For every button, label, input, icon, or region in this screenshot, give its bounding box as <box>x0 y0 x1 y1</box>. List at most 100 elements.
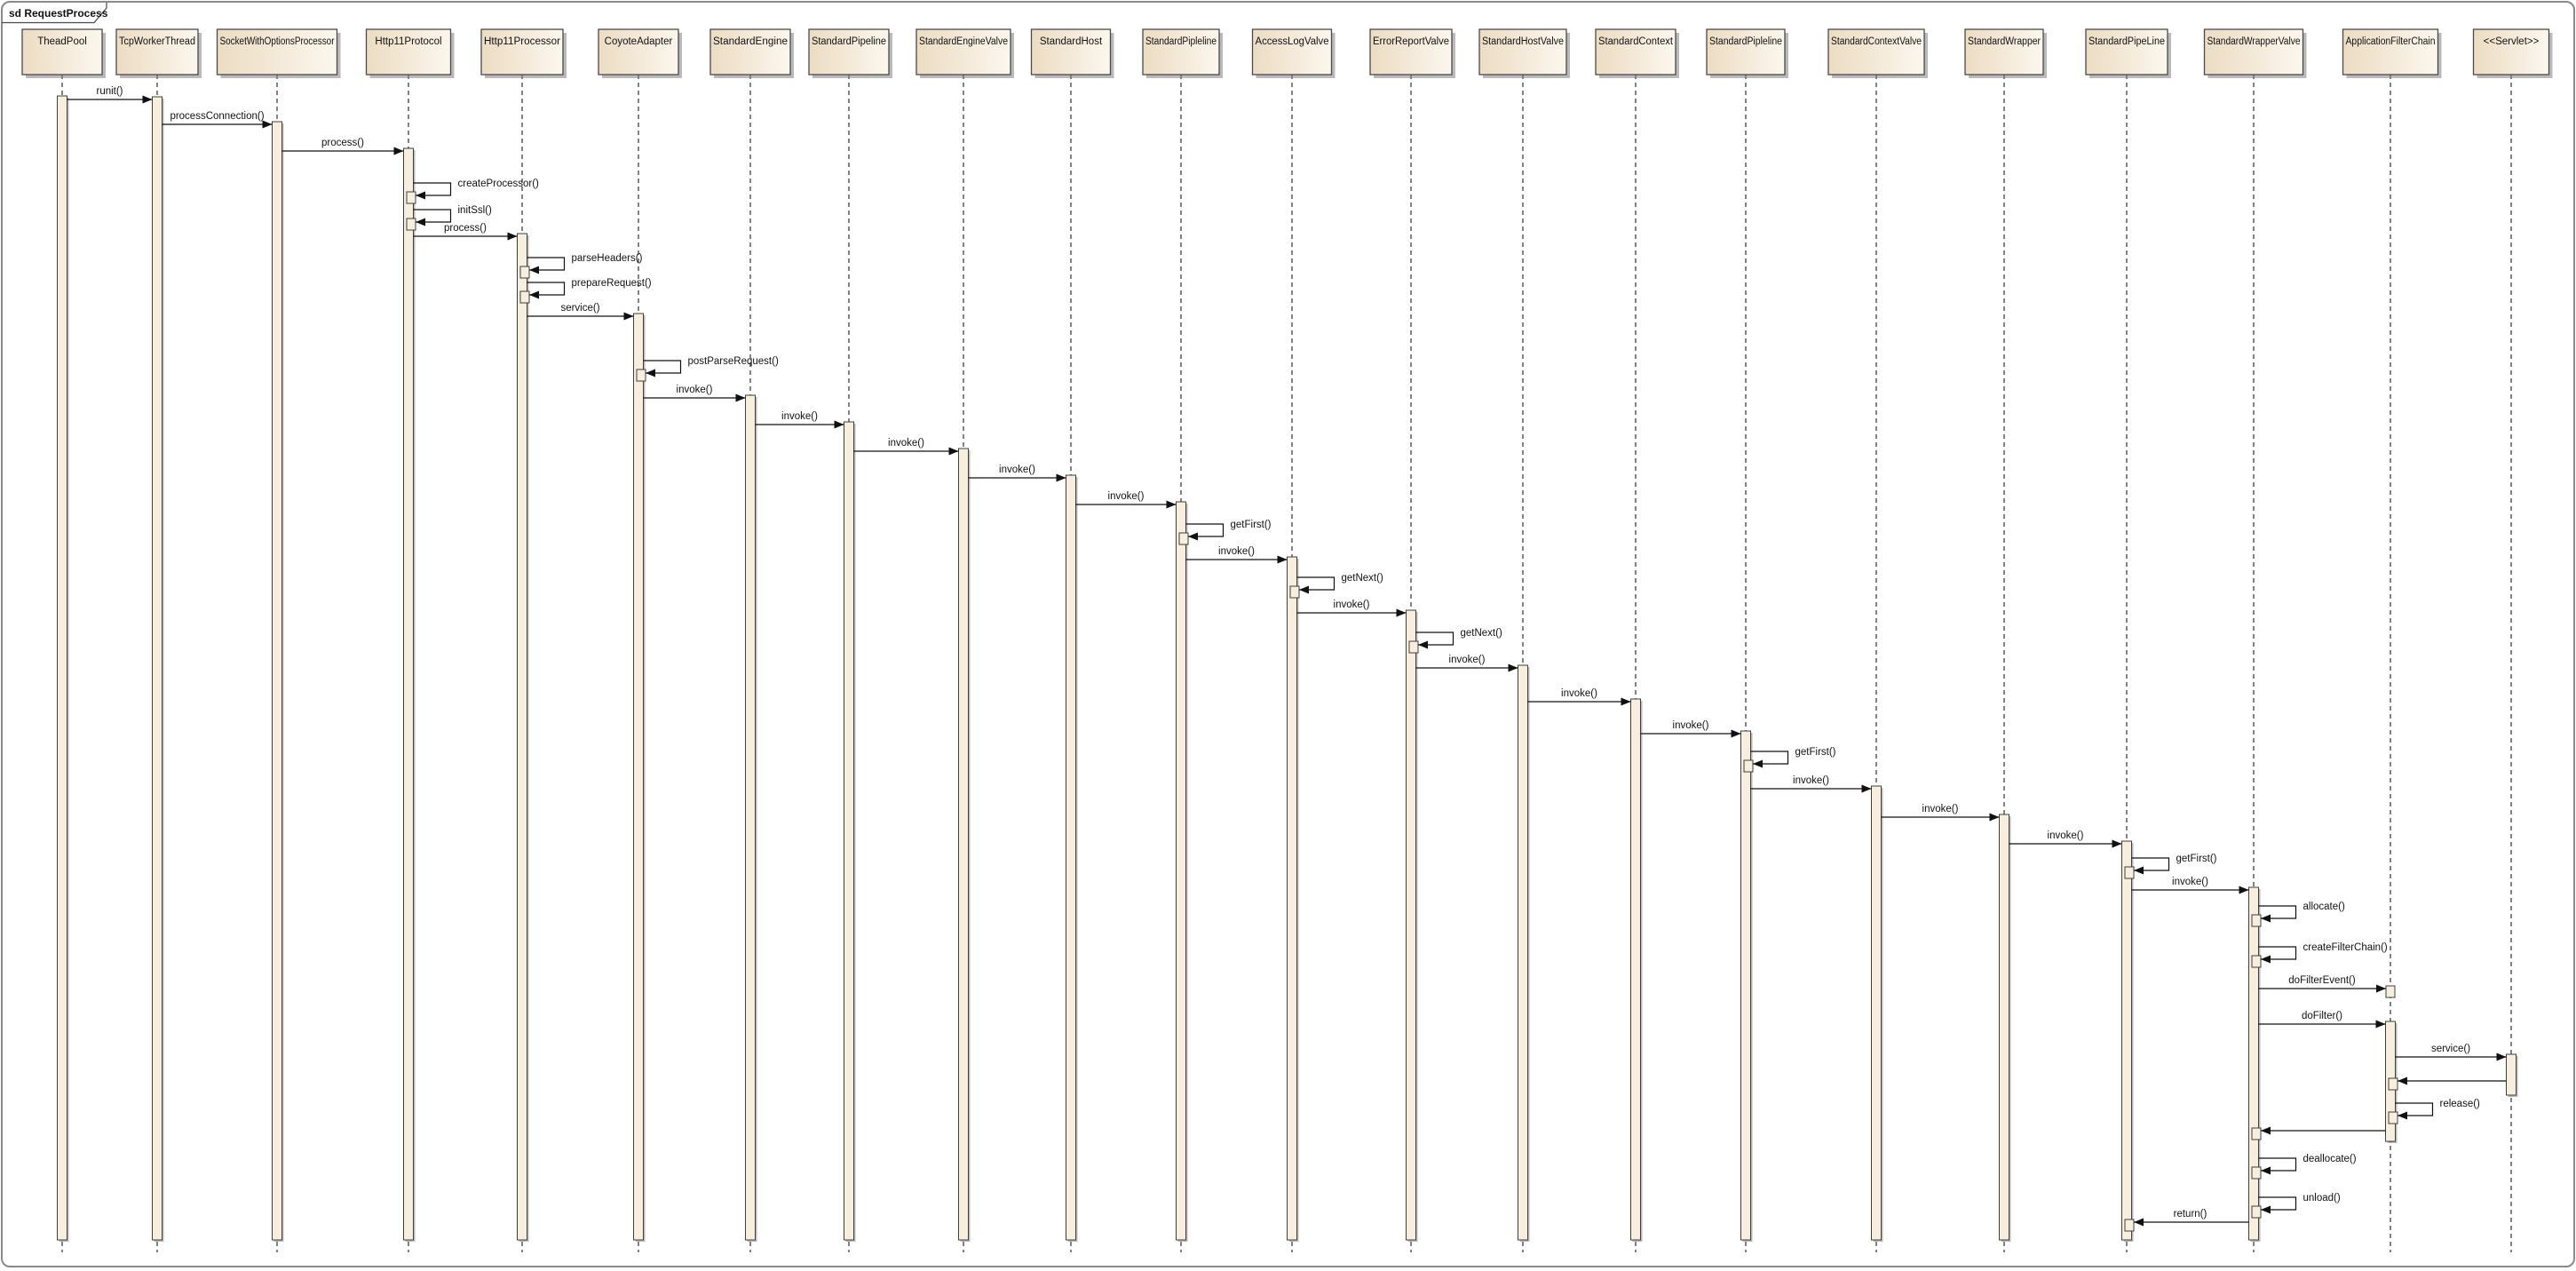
message-service[interactable]: service() <box>527 303 634 321</box>
lifeline-head[interactable] <box>21 28 103 75</box>
activation-bar[interactable] <box>1871 785 1882 1241</box>
lifeline-coyoteadapter[interactable]: CoyoteAdapter <box>598 28 682 78</box>
message-getFirst[interactable]: getFirst() <box>2124 854 2217 879</box>
lifeline-standardenginevalve[interactable]: StandardEngineValve <box>915 28 1014 78</box>
lifeline-standardwrappervalve[interactable]: StandardWrapperValve <box>2203 28 2307 78</box>
lifeline-head[interactable] <box>1478 28 1567 75</box>
activation-bar[interactable] <box>2248 886 2259 1241</box>
activation-bar[interactable] <box>1999 814 2009 1241</box>
message-invoke[interactable]: invoke() <box>853 438 959 456</box>
message-invoke[interactable]: invoke() <box>1750 775 1872 793</box>
activation-bar[interactable] <box>517 233 527 1241</box>
lifeline-head[interactable] <box>1030 28 1112 75</box>
lifeline-head[interactable] <box>808 28 890 75</box>
message-createFilterChain[interactable]: createFilterChain() <box>2251 942 2388 968</box>
lifeline-head[interactable] <box>915 28 1011 75</box>
message-invoke[interactable]: invoke() <box>1296 600 1407 617</box>
activation-bar[interactable] <box>1740 730 1751 1241</box>
lifeline-standardcontext[interactable]: StandardContext <box>1595 28 1679 78</box>
lifeline-standardpipeline[interactable]: StandardPipeline <box>808 28 892 78</box>
lifeline-standardwrapper[interactable]: StandardWrapper <box>1964 28 2047 78</box>
lifeline-accesslogvalve[interactable]: AccessLogValve <box>1251 28 1336 78</box>
message-service[interactable]: service() <box>2395 1044 2507 1061</box>
message-initSsl[interactable]: initSsl() <box>406 205 492 231</box>
lifeline-standardpipleline[interactable]: StandardPipleline <box>1706 28 1788 78</box>
lifeline-head[interactable] <box>365 28 452 75</box>
lifeline-head[interactable] <box>480 28 564 75</box>
message-parseHeaders[interactable]: parseHeaders() <box>519 253 643 279</box>
lifeline-head[interactable] <box>2203 28 2304 75</box>
activation-bar[interactable] <box>844 421 854 1241</box>
lifeline-head[interactable] <box>1964 28 2044 75</box>
message-invoke[interactable]: invoke() <box>2131 877 2249 894</box>
lifeline-head[interactable] <box>2472 28 2550 75</box>
message-process[interactable]: process() <box>413 223 518 241</box>
lifeline-head[interactable] <box>115 28 199 75</box>
lifeline-head[interactable] <box>1142 28 1220 75</box>
lifeline-socketwithoptionsprocessor[interactable]: SocketWithOptionsProcessor <box>216 28 341 78</box>
activation-bar[interactable] <box>272 121 282 1241</box>
message-return[interactable] <box>2388 1076 2507 1091</box>
message-release[interactable]: release() <box>2388 1099 2480 1124</box>
message-invoke[interactable]: invoke() <box>1185 546 1288 564</box>
activation-bar[interactable] <box>1518 664 1528 1241</box>
message-allocate[interactable]: allocate() <box>2251 902 2345 927</box>
message-invoke[interactable]: invoke() <box>1527 688 1631 706</box>
activation-bar[interactable] <box>1287 556 1297 1241</box>
message-invoke[interactable]: invoke() <box>2009 830 2122 848</box>
activation-bar[interactable] <box>633 313 644 1241</box>
lifeline-tcpworkerthread[interactable]: TcpWorkerThread <box>115 28 202 78</box>
lifeline-head[interactable] <box>1251 28 1333 75</box>
activation-bar[interactable] <box>2506 1053 2517 1096</box>
activation-bar[interactable] <box>57 95 67 1241</box>
lifeline-standardhost[interactable]: StandardHost <box>1030 28 1114 78</box>
activation-bar[interactable] <box>1176 501 1186 1241</box>
message-invoke[interactable]: invoke() <box>968 465 1066 482</box>
lifeline-head[interactable] <box>598 28 679 75</box>
activation-bar[interactable] <box>958 448 969 1241</box>
message-unload[interactable]: unload() <box>2251 1193 2341 1219</box>
lifeline-head[interactable] <box>1595 28 1676 75</box>
message-processConnection[interactable]: processConnection() <box>162 111 273 129</box>
message-doFilter[interactable]: doFilter() <box>2258 1011 2386 1029</box>
lifeline-head[interactable] <box>1827 28 1925 75</box>
message-invoke[interactable]: invoke() <box>643 385 746 402</box>
message-getFirst[interactable]: getFirst() <box>1178 520 1272 545</box>
activation-bar[interactable] <box>745 394 756 1241</box>
message-getNext[interactable]: getNext() <box>1408 628 1502 654</box>
message-deallocate[interactable]: deallocate() <box>2251 1154 2357 1180</box>
lifeline-head[interactable] <box>2342 28 2439 75</box>
lifeline-http11processor[interactable]: Http11Processor <box>480 28 567 78</box>
message-createProcessor[interactable]: createProcessor() <box>406 179 539 204</box>
message-runit[interactable]: runit() <box>67 86 153 104</box>
activation-bar[interactable] <box>1406 609 1416 1241</box>
lifeline-standardhostvalve[interactable]: StandardHostValve <box>1478 28 1570 78</box>
message-return[interactable] <box>2251 1126 2386 1140</box>
message-invoke[interactable]: invoke() <box>755 411 844 429</box>
message-doFilterEvent[interactable]: doFilterEvent() <box>2258 975 2396 998</box>
lifeline-standardpipleline[interactable]: StandardPipleline <box>1142 28 1223 78</box>
lifeline-errorreportvalve[interactable]: ErrorReportValve <box>1369 28 1455 78</box>
lifeline-standardcontextvalve[interactable]: StandardContextValve <box>1827 28 1928 78</box>
message-prepareRequest[interactable]: prepareRequest() <box>519 278 652 304</box>
lifeline-head[interactable] <box>709 28 791 75</box>
activation-bar[interactable] <box>152 96 162 1241</box>
message-invoke[interactable]: invoke() <box>1640 720 1741 738</box>
message-invoke[interactable]: invoke() <box>1415 655 1518 672</box>
lifeline-head[interactable] <box>1706 28 1786 75</box>
activation-bar[interactable] <box>2121 840 2132 1241</box>
message-process[interactable]: process() <box>281 138 404 155</box>
lifeline-head[interactable] <box>216 28 338 75</box>
lifeline-theadpool[interactable]: TheadPool <box>21 28 106 78</box>
lifeline-standardengine[interactable]: StandardEngine <box>709 28 794 78</box>
activation-bar[interactable] <box>1630 698 1641 1241</box>
message-invoke[interactable]: invoke() <box>1075 491 1177 509</box>
message-invoke[interactable]: invoke() <box>1881 804 2000 822</box>
lifeline-head[interactable] <box>1369 28 1453 75</box>
lifeline-servlet[interactable]: <<Servlet>> <box>2472 28 2553 78</box>
lifeline-http11protocol[interactable]: Http11Protocol <box>365 28 455 78</box>
message-postParseRequest[interactable]: postParseRequest() <box>636 356 779 382</box>
activation-bar[interactable] <box>403 147 414 1241</box>
message-return[interactable]: return() <box>2124 1209 2249 1232</box>
message-getFirst[interactable]: getFirst() <box>1743 747 1836 773</box>
